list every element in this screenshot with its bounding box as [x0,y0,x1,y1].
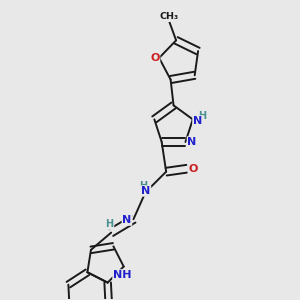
Text: NH: NH [113,270,131,280]
Text: H: H [106,219,114,229]
Text: N: N [193,116,202,126]
Text: H: H [198,111,206,122]
Text: N: N [188,137,196,147]
Text: O: O [188,164,198,174]
Text: CH₃: CH₃ [160,12,179,21]
Text: O: O [150,53,160,63]
Text: H: H [139,181,147,191]
Text: N: N [141,186,151,196]
Text: N: N [122,215,131,225]
